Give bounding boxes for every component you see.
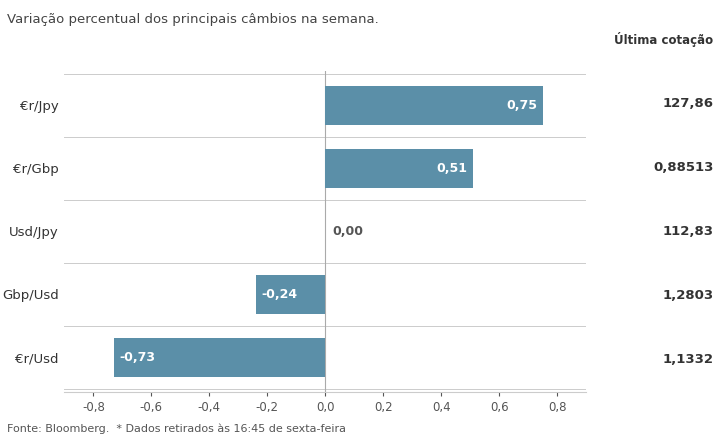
Text: 1,2803: 1,2803 (662, 289, 714, 302)
Bar (256, 275, 325, 314)
Text: 127,86: 127,86 (663, 97, 714, 110)
Text: 112,83: 112,83 (663, 225, 714, 238)
Bar (114, 338, 325, 377)
Text: Variação percentual dos principais câmbios na semana.: Variação percentual dos principais câmbi… (7, 13, 379, 26)
Bar (325, 86, 543, 125)
Text: -0,24: -0,24 (262, 288, 297, 301)
Text: 0,00: 0,00 (332, 225, 363, 238)
Text: 0,88513: 0,88513 (654, 161, 714, 174)
Text: Última cotação: Última cotação (614, 32, 714, 47)
Text: Fonte: Bloomberg.  * Dados retirados às 16:45 de sexta-feira: Fonte: Bloomberg. * Dados retirados às 1… (7, 423, 346, 434)
Bar (325, 149, 473, 188)
Text: 0,51: 0,51 (436, 162, 468, 175)
Text: 1,1332: 1,1332 (663, 353, 714, 366)
Text: 0,75: 0,75 (506, 99, 537, 112)
Text: -0,73: -0,73 (119, 351, 155, 364)
